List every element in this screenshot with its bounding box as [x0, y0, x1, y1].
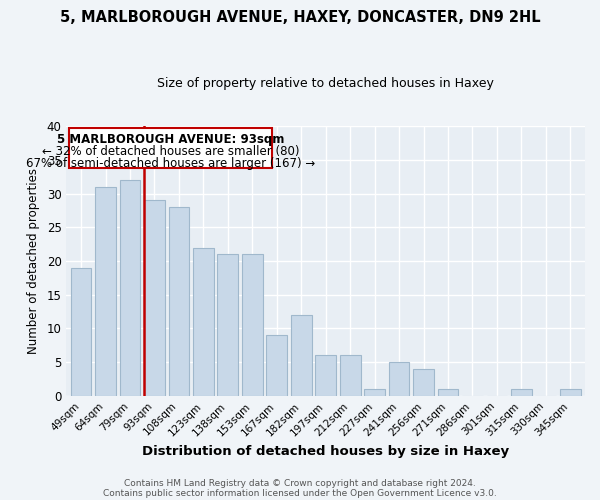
X-axis label: Distribution of detached houses by size in Haxey: Distribution of detached houses by size …	[142, 444, 509, 458]
Bar	[71, 268, 91, 396]
FancyBboxPatch shape	[69, 128, 272, 168]
Text: 5, MARLBOROUGH AVENUE, HAXEY, DONCASTER, DN9 2HL: 5, MARLBOROUGH AVENUE, HAXEY, DONCASTER,…	[59, 10, 541, 25]
Text: 67% of semi-detached houses are larger (167) →: 67% of semi-detached houses are larger (…	[26, 156, 315, 170]
Bar	[242, 254, 263, 396]
Title: Size of property relative to detached houses in Haxey: Size of property relative to detached ho…	[157, 78, 494, 90]
Bar	[95, 187, 116, 396]
Bar	[389, 362, 409, 396]
Bar	[316, 356, 336, 396]
Text: Contains public sector information licensed under the Open Government Licence v3: Contains public sector information licen…	[103, 488, 497, 498]
Bar	[144, 200, 165, 396]
Bar	[511, 389, 532, 396]
Bar	[193, 248, 214, 396]
Bar	[413, 369, 434, 396]
Text: ← 32% of detached houses are smaller (80): ← 32% of detached houses are smaller (80…	[41, 146, 299, 158]
Bar	[340, 356, 361, 396]
Bar	[364, 389, 385, 396]
Bar	[266, 335, 287, 396]
Bar	[291, 315, 311, 396]
Bar	[560, 389, 581, 396]
Bar	[437, 389, 458, 396]
Bar	[169, 207, 190, 396]
Bar	[217, 254, 238, 396]
Text: Contains HM Land Registry data © Crown copyright and database right 2024.: Contains HM Land Registry data © Crown c…	[124, 478, 476, 488]
Bar	[119, 180, 140, 396]
Text: 5 MARLBOROUGH AVENUE: 93sqm: 5 MARLBOROUGH AVENUE: 93sqm	[56, 133, 284, 146]
Y-axis label: Number of detached properties: Number of detached properties	[27, 168, 40, 354]
